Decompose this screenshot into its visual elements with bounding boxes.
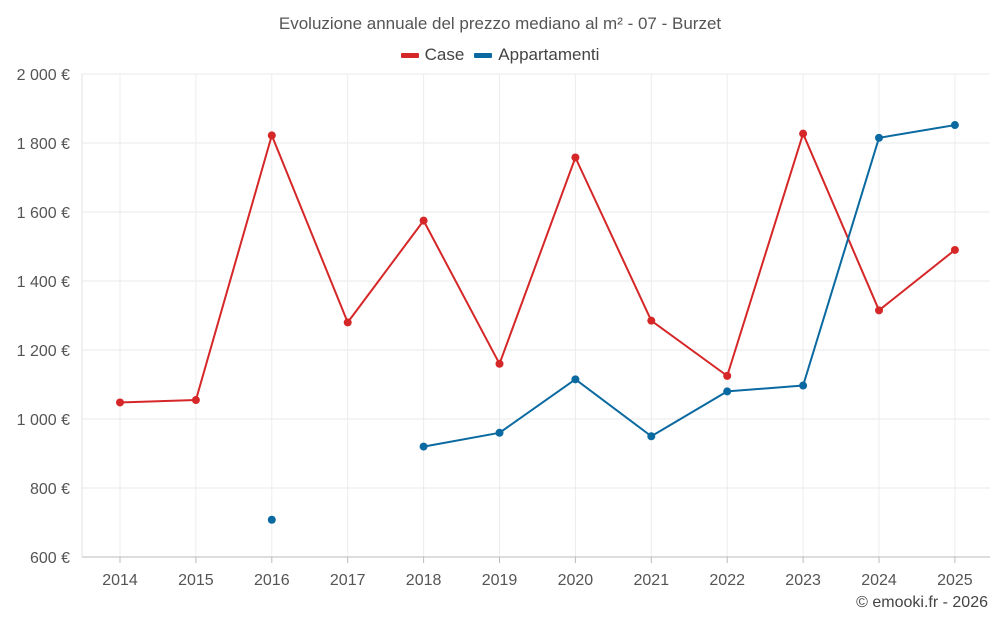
credit-text: © emooki.fr - 2026 [856,594,988,611]
data-point-appartamenti[interactable] [875,133,883,142]
legend-label-case: Case [424,45,465,64]
y-tick-label: 1 000 € [17,412,70,429]
data-point-appartamenti[interactable] [950,121,959,130]
legend-swatch-appartamenti [474,52,493,58]
legend-label-appartamenti: Appartamenti [498,45,600,64]
data-point-case[interactable] [267,131,276,140]
chart-title: Evoluzione annuale del prezzo mediano al… [278,14,722,33]
y-tick-label: 1 800 € [17,136,70,153]
x-tick-label: 2017 [330,572,366,589]
data-point-case[interactable] [419,216,428,225]
y-tick-label: 1 400 € [17,274,70,291]
data-point-case[interactable] [647,316,656,325]
x-tick-label: 2025 [937,572,973,589]
data-point-appartamenti[interactable] [419,442,428,451]
x-tick-label: 2020 [558,572,594,589]
x-tick-label: 2016 [254,572,290,589]
data-point-case[interactable] [950,245,959,254]
legend-item-case[interactable]: Case [400,45,465,65]
data-point-appartamenti[interactable] [571,375,580,384]
y-tick-label: 1 200 € [17,343,70,360]
y-tick-label: 2 000 € [17,67,70,84]
y-tick-label: 1 600 € [17,205,70,222]
y-tick-label: 800 € [30,481,70,498]
x-tick-label: 2023 [785,572,821,589]
x-tick-label: 2024 [861,572,897,589]
data-point-case[interactable] [799,129,808,138]
legend-item-appartamenti[interactable]: Appartamenti [474,45,599,65]
series-line-appartamenti [423,124,956,448]
x-tick-label: 2022 [709,572,745,589]
series-line-case [119,132,956,404]
x-tick-label: 2019 [482,572,518,589]
x-tick-label: 2021 [634,572,670,589]
data-point-case[interactable] [191,396,200,405]
legend-swatch-case [400,52,419,58]
data-point-appartamenti[interactable] [495,428,504,437]
data-point-appartamenti[interactable] [267,515,276,524]
data-point-case[interactable] [495,359,504,368]
data-point-case[interactable] [343,318,352,327]
data-point-appartamenti[interactable] [799,381,808,390]
data-point-case[interactable] [723,371,732,380]
data-point-appartamenti[interactable] [723,387,732,396]
data-point-case[interactable] [875,306,883,315]
x-tick-label: 2014 [102,572,138,589]
legend: Case Appartamenti [0,45,1000,65]
x-tick-label: 2018 [406,572,442,589]
data-point-case[interactable] [571,153,580,162]
data-point-appartamenti[interactable] [647,432,656,441]
x-tick-label: 2015 [178,572,214,589]
data-point-case[interactable] [116,398,124,407]
y-tick-label: 600 € [30,550,70,567]
